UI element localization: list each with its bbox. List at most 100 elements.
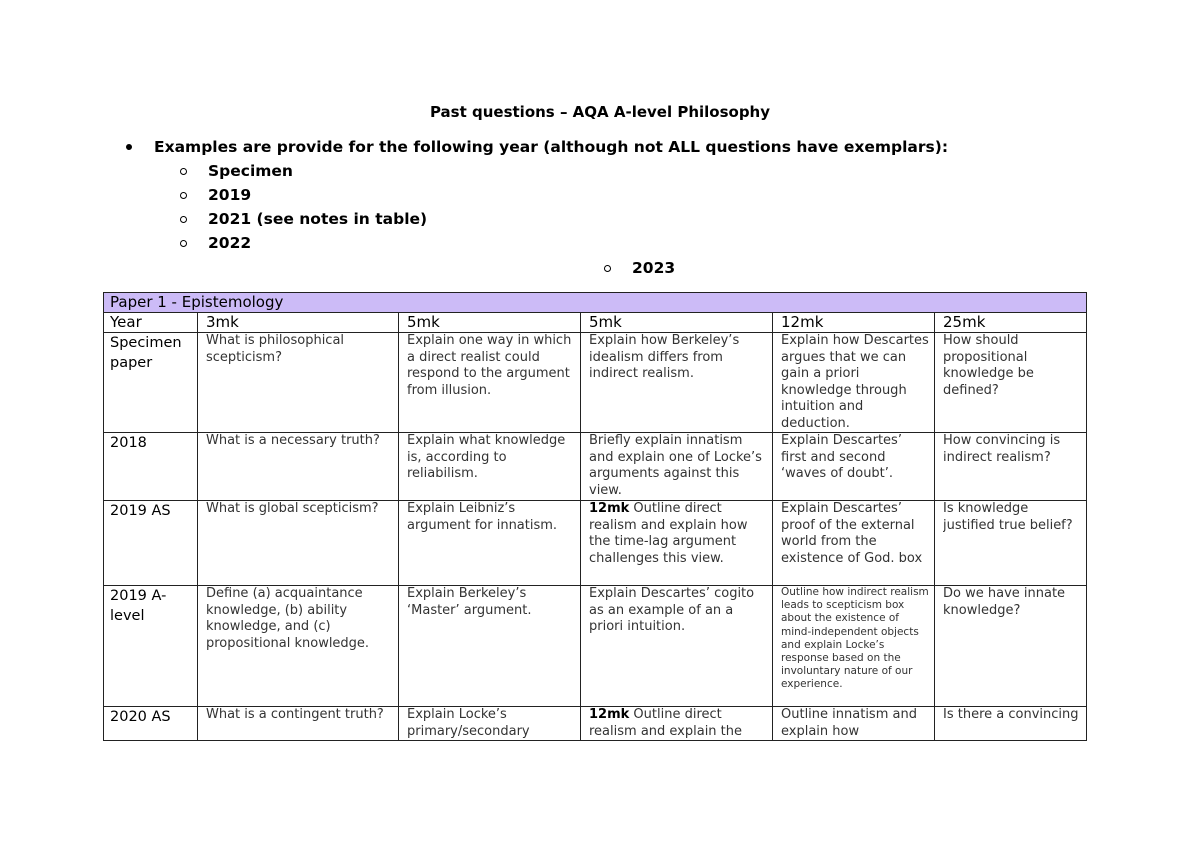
- table-row: 2018 What is a necessary truth? Explain wh…: [103, 432, 1088, 501]
- question-text: How should propositional knowledge be de…: [943, 333, 1081, 400]
- year-cell: 2018: [103, 432, 198, 501]
- question-text: Explain Descartes’ proof of the external…: [781, 501, 929, 568]
- question-cell: Is knowledge justified true belief?: [933, 500, 1088, 586]
- question-text: What is a contingent truth?: [206, 707, 393, 724]
- question-body: Outline direct realism and explain how t…: [589, 501, 748, 566]
- sub-item: 2021 (see notes in table): [180, 210, 427, 228]
- question-text: 12mk Outline direct realism and explain …: [589, 707, 767, 740]
- question-cell: Explain Descartes’ cogito as an example …: [580, 585, 773, 707]
- sub-item: 2023: [604, 259, 675, 277]
- question-body: Explain how Descartes argues that we can…: [781, 333, 929, 431]
- year-cell: Specimen paper: [103, 332, 198, 433]
- question-text: Explain how Berkeley’s idealism differs …: [589, 333, 767, 383]
- question-text: 12mk Outline direct realism and explain …: [589, 501, 767, 568]
- section-header-row: Paper 1 - Epistemology: [102, 292, 1088, 313]
- question-text: Is knowledge justified true belief?: [943, 501, 1081, 535]
- question-body: What is global scepticism?: [206, 501, 379, 517]
- question-body: Define (a) acquaintance knowledge, (b) a…: [206, 586, 370, 651]
- question-body: Outline how indirect realism leads to sc…: [781, 586, 929, 691]
- question-text: What is a necessary truth?: [206, 433, 393, 450]
- column-header: 5mk: [580, 312, 773, 333]
- question-text: Explain Locke’s primary/secondary: [407, 707, 575, 740]
- question-cell: What is philosophical scepticism?: [197, 332, 399, 433]
- question-text: Explain how Descartes argues that we can…: [781, 333, 929, 432]
- question-cell: Explain Descartes’ proof of the external…: [772, 500, 935, 586]
- question-text: Define (a) acquaintance knowledge, (b) a…: [206, 586, 393, 653]
- question-body: Explain how Berkeley’s idealism differs …: [589, 333, 740, 382]
- question-cell: Explain what knowledge is, according to …: [398, 432, 581, 501]
- question-body: What is a contingent truth?: [206, 707, 384, 723]
- question-cell: Explain one way in which a direct realis…: [398, 332, 581, 433]
- question-cell: 12mk Outline direct realism and explain …: [580, 500, 773, 586]
- question-cell: Briefly explain innatism and explain one…: [580, 432, 773, 501]
- question-body: Explain Leibniz’s argument for innatism.: [407, 501, 558, 533]
- question-body: Is there a convincing: [943, 707, 1079, 723]
- question-cell: What is a necessary truth?: [197, 432, 399, 501]
- question-cell: Explain how Berkeley’s idealism differs …: [580, 332, 773, 433]
- table-row: 2020 AS What is a contingent truth? Explai…: [103, 706, 1088, 741]
- question-body: Outline innatism and explain how: [781, 707, 917, 739]
- question-body: Explain what knowledge is, according to …: [407, 433, 566, 482]
- marks-label: 12mk: [589, 707, 630, 723]
- question-cell: 12mk Outline direct realism and explain …: [580, 706, 773, 741]
- question-text: Explain Berkeley’s ‘Master’ argument.: [407, 586, 575, 620]
- question-body: Is knowledge justified true belief?: [943, 501, 1073, 533]
- question-cell: Explain Locke’s primary/secondary: [398, 706, 581, 741]
- question-text: What is global scepticism?: [206, 501, 393, 518]
- question-cell: How should propositional knowledge be de…: [933, 332, 1088, 433]
- question-body: Briefly explain innatism and explain one…: [589, 433, 762, 498]
- question-text: Explain Descartes’ cogito as an example …: [589, 586, 767, 636]
- question-cell: How convincing is indirect realism?: [933, 432, 1088, 501]
- sub-item: 2019: [180, 186, 251, 204]
- year-cell: 2020 AS: [103, 706, 198, 741]
- circle-bullet-icon: [180, 240, 187, 247]
- question-body: How should propositional knowledge be de…: [943, 333, 1034, 398]
- question-body: What is a necessary truth?: [206, 433, 380, 449]
- question-cell: Outline innatism and explain how: [772, 706, 935, 741]
- question-text: Do we have innate knowledge?: [943, 586, 1081, 620]
- question-text: Is there a convincing: [943, 707, 1081, 724]
- question-text: Outline how indirect realism leads to sc…: [781, 586, 929, 692]
- question-body: Explain one way in which a direct realis…: [407, 333, 572, 398]
- sub-item: Specimen: [180, 162, 293, 180]
- circle-bullet-icon: [180, 192, 187, 199]
- table-row: 2019 AS What is global scepticism? Explain…: [103, 500, 1088, 586]
- column-header: 5mk: [398, 312, 581, 333]
- bullet-item: Examples are provide for the following y…: [126, 138, 948, 156]
- question-cell: Explain Descartes’ first and second ‘wav…: [772, 432, 935, 501]
- question-cell: What is a contingent truth?: [197, 706, 399, 741]
- circle-bullet-icon: [604, 265, 611, 272]
- column-header: 12mk: [772, 312, 935, 333]
- circle-bullet-icon: [180, 168, 187, 175]
- bullet-icon: [126, 144, 132, 150]
- table-row: Specimen paper What is philosophical scep…: [103, 332, 1088, 433]
- year-cell: 2019 A-level: [103, 585, 198, 707]
- question-cell: Do we have innate knowledge?: [933, 585, 1088, 707]
- question-text: Explain Descartes’ first and second ‘wav…: [781, 433, 929, 483]
- question-body: Explain Descartes’ cogito as an example …: [589, 586, 755, 635]
- question-cell: Explain Berkeley’s ‘Master’ argument.: [398, 585, 581, 707]
- column-header: 25mk: [933, 312, 1088, 333]
- question-cell: Is there a convincing: [933, 706, 1088, 741]
- section-title: Paper 1 - Epistemology: [102, 292, 1088, 313]
- column-header: 3mk: [197, 312, 399, 333]
- question-body: Explain Descartes’ proof of the external…: [781, 501, 923, 566]
- question-body: How convincing is indirect realism?: [943, 433, 1061, 465]
- question-cell: Explain how Descartes argues that we can…: [772, 332, 935, 433]
- column-header-row: Year 3mk 5mk 5mk 12mk 25mk: [103, 312, 1088, 333]
- year-cell: 2019 AS: [103, 500, 198, 586]
- question-body: Explain Locke’s primary/secondary: [407, 707, 530, 739]
- question-cell: Outline how indirect realism leads to sc…: [772, 585, 935, 707]
- question-cell: Explain Leibniz’s argument for innatism.: [398, 500, 581, 586]
- question-body: Explain Berkeley’s ‘Master’ argument.: [407, 586, 532, 618]
- table-row: 2019 A-level Define (a) acquaintance know…: [103, 585, 1088, 707]
- question-body: Explain Descartes’ first and second ‘wav…: [781, 433, 902, 482]
- page-title: Past questions – AQA A-level Philosophy: [429, 103, 771, 121]
- circle-bullet-icon: [180, 216, 187, 223]
- column-header: Year: [103, 312, 198, 333]
- question-cell: Define (a) acquaintance knowledge, (b) a…: [197, 585, 399, 707]
- question-text: What is philosophical scepticism?: [206, 334, 393, 367]
- question-text: Outline innatism and explain how: [781, 707, 929, 740]
- question-body: Do we have innate knowledge?: [943, 586, 1066, 618]
